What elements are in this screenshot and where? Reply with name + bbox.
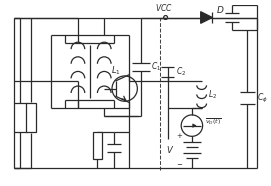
Text: $C_1$: $C_1$ xyxy=(151,61,161,73)
Bar xyxy=(93,132,102,159)
Text: $-$: $-$ xyxy=(176,160,183,166)
Text: $C_\phi$: $C_\phi$ xyxy=(257,92,268,105)
Text: $+$: $+$ xyxy=(176,131,183,140)
Text: $VCC$: $VCC$ xyxy=(155,2,173,13)
Text: $L_1$: $L_1$ xyxy=(111,65,121,77)
Text: $L_2$: $L_2$ xyxy=(208,88,218,101)
Text: $D$: $D$ xyxy=(216,4,225,15)
Text: $\overline{v_D(t)}$: $\overline{v_D(t)}$ xyxy=(205,117,221,127)
Text: $C_2$: $C_2$ xyxy=(176,66,186,78)
Bar xyxy=(26,103,36,132)
Text: $V$: $V$ xyxy=(166,145,174,155)
Polygon shape xyxy=(201,12,212,23)
